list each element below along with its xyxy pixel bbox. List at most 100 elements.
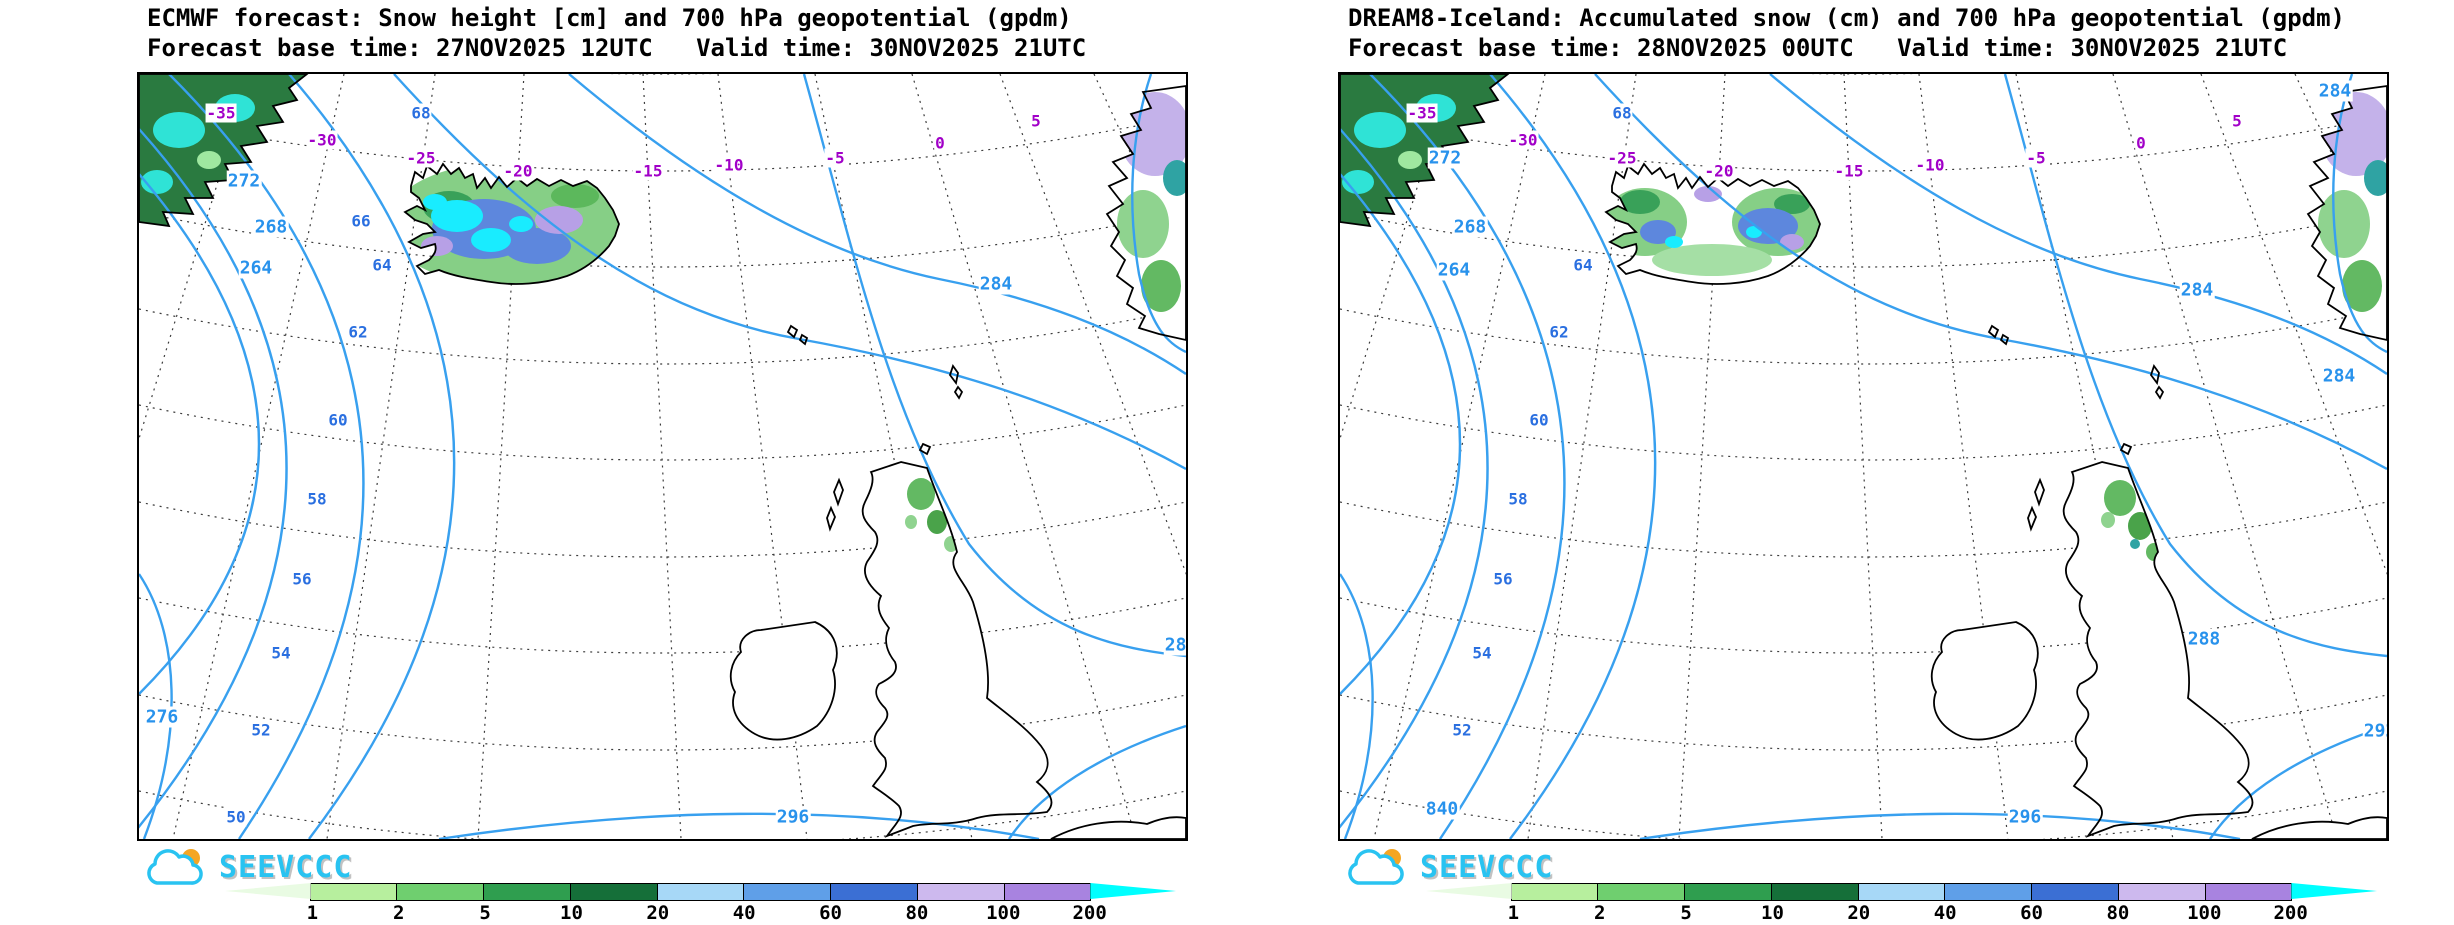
map-label: 56 [291, 569, 313, 589]
legend-label: 40 [1933, 902, 1957, 924]
legend-cell [1003, 883, 1092, 901]
legend-label: 10 [560, 902, 583, 924]
map-label: 56 [1492, 569, 1514, 589]
map-label: 62 [1548, 322, 1570, 342]
legend-label: 100 [2187, 902, 2222, 924]
map-label: 264 [238, 257, 274, 279]
legend-bar [1426, 883, 2378, 901]
legend-cell [2204, 883, 2293, 901]
map-label: 292 [2362, 720, 2387, 742]
panel-subtitle: Forecast base time: 28NOV2025 00UTC Vali… [1348, 34, 2288, 62]
legend-label: 20 [1847, 902, 1871, 924]
legend-bar [225, 883, 1177, 901]
seevccc-logo: SEEVCCC [143, 845, 352, 889]
map-label: 64 [1572, 255, 1594, 275]
legend-cell [225, 883, 311, 899]
legend-label: 40 [732, 902, 756, 924]
map-label-layer: -35 -30 -25 -20 -15 -10 -5 0 5 68 64 62 60 58 56 54 52 84… [1340, 74, 2387, 839]
panel-subtitle: Forecast base time: 27NOV2025 12UTC Vali… [147, 34, 1087, 62]
legend-cell [1597, 883, 1686, 901]
legend-label: 200 [1072, 902, 1107, 924]
map-label: 64 [371, 255, 393, 275]
map-label: 840 [1424, 798, 1460, 820]
legend-cell [483, 883, 571, 901]
map-label: -35 [1406, 103, 1438, 123]
legend-cell [1857, 883, 1946, 901]
legend-label: 5 [1680, 902, 1692, 924]
legend-cell [1770, 883, 1859, 901]
legend-cell [2031, 883, 2119, 901]
map-label: 58 [306, 489, 328, 509]
panel-ecmwf: ECMWF forecast: Snow height [cm] and 700… [137, 0, 1188, 925]
legend-label: 60 [819, 902, 842, 924]
legend-label: 1 [1507, 902, 1520, 924]
map-label: 5 [1030, 111, 1042, 131]
legend-cell [830, 883, 918, 901]
map-label: 50 [225, 807, 247, 827]
legend-label: 80 [2106, 902, 2130, 924]
legend-cell [569, 883, 658, 901]
map-label: 68 [1611, 103, 1633, 123]
cloud-sun-icon [1348, 849, 1404, 885]
legend-label: 200 [2273, 902, 2308, 924]
panel-title: DREAM8-Iceland: Accumulated snow (cm) an… [1348, 4, 2345, 32]
map-label: -30 [1507, 130, 1539, 150]
legend-label: 60 [2020, 902, 2043, 924]
legend-label: 20 [646, 902, 670, 924]
legend-cell [1684, 883, 1772, 901]
snow-legend: 1 2 5 10 20 40 60 80 100 200 [225, 883, 1177, 925]
map-label: -25 [405, 148, 437, 168]
map-label: 268 [1452, 216, 1488, 238]
map-label: 52 [1451, 720, 1473, 740]
map-label: 5 [2231, 111, 2243, 131]
map-label-layer: -35 -30 -25 -20 -15 -10 -5 0 5 68 66 64 62 60 58 56 54 52… [139, 74, 1186, 839]
legend-cell [1510, 883, 1599, 901]
map-label: -15 [632, 161, 664, 181]
panel-title: ECMWF forecast: Snow height [cm] and 700… [147, 4, 1072, 32]
map-label: -35 [205, 103, 237, 123]
seevccc-logo: SEEVCCC [1344, 845, 1553, 889]
map-label: -25 [1606, 148, 1638, 168]
map-label: 54 [270, 643, 292, 663]
legend-label: 100 [986, 902, 1021, 924]
map-label: 58 [1507, 489, 1529, 509]
legend-cell [2291, 883, 2378, 899]
legend-cell [1426, 883, 1512, 899]
map-label: -5 [824, 148, 846, 168]
map-label: 68 [410, 103, 432, 123]
map-label: 54 [1471, 643, 1493, 663]
legend-label: 2 [392, 902, 405, 924]
map-dream8: -35 -30 -25 -20 -15 -10 -5 0 5 68 64 62 60 58 56 54 52 84… [1338, 72, 2389, 841]
map-label: 284 [2321, 365, 2357, 387]
map-label: 296 [2007, 806, 2043, 828]
map-label: 0 [934, 133, 946, 153]
logo-text: SEEVCCC [1420, 849, 1554, 885]
map-label: 284 [978, 273, 1014, 295]
legend-cell [1090, 883, 1177, 899]
map-label: 296 [775, 806, 811, 828]
cloud-sun-icon [147, 849, 203, 885]
map-label: -5 [2025, 148, 2047, 168]
map-label: 60 [1528, 410, 1550, 430]
legend-cell [916, 883, 1005, 901]
map-label: 62 [347, 322, 369, 342]
map-label: 284 [2317, 80, 2353, 102]
legend-cell [656, 883, 745, 901]
map-label: -15 [1833, 161, 1865, 181]
legend-label: 2 [1593, 902, 1606, 924]
map-label: 60 [327, 410, 349, 430]
map-label: -10 [1914, 155, 1946, 175]
logo-text: SEEVCCC [219, 849, 353, 885]
legend-label: 5 [479, 902, 491, 924]
map-label: 272 [1427, 147, 1463, 169]
map-label: 52 [250, 720, 272, 740]
legend-label: 1 [306, 902, 319, 924]
legend-cell [309, 883, 398, 901]
map-label: 276 [144, 706, 180, 728]
legend-cell [396, 883, 485, 901]
map-label: 284 [2179, 279, 2215, 301]
panel-dream8: DREAM8-Iceland: Accumulated snow (cm) an… [1338, 0, 2389, 925]
map-label: 0 [2135, 133, 2147, 153]
snow-legend: 1 2 5 10 20 40 60 80 100 200 [1426, 883, 2378, 925]
map-label: -10 [713, 155, 745, 175]
